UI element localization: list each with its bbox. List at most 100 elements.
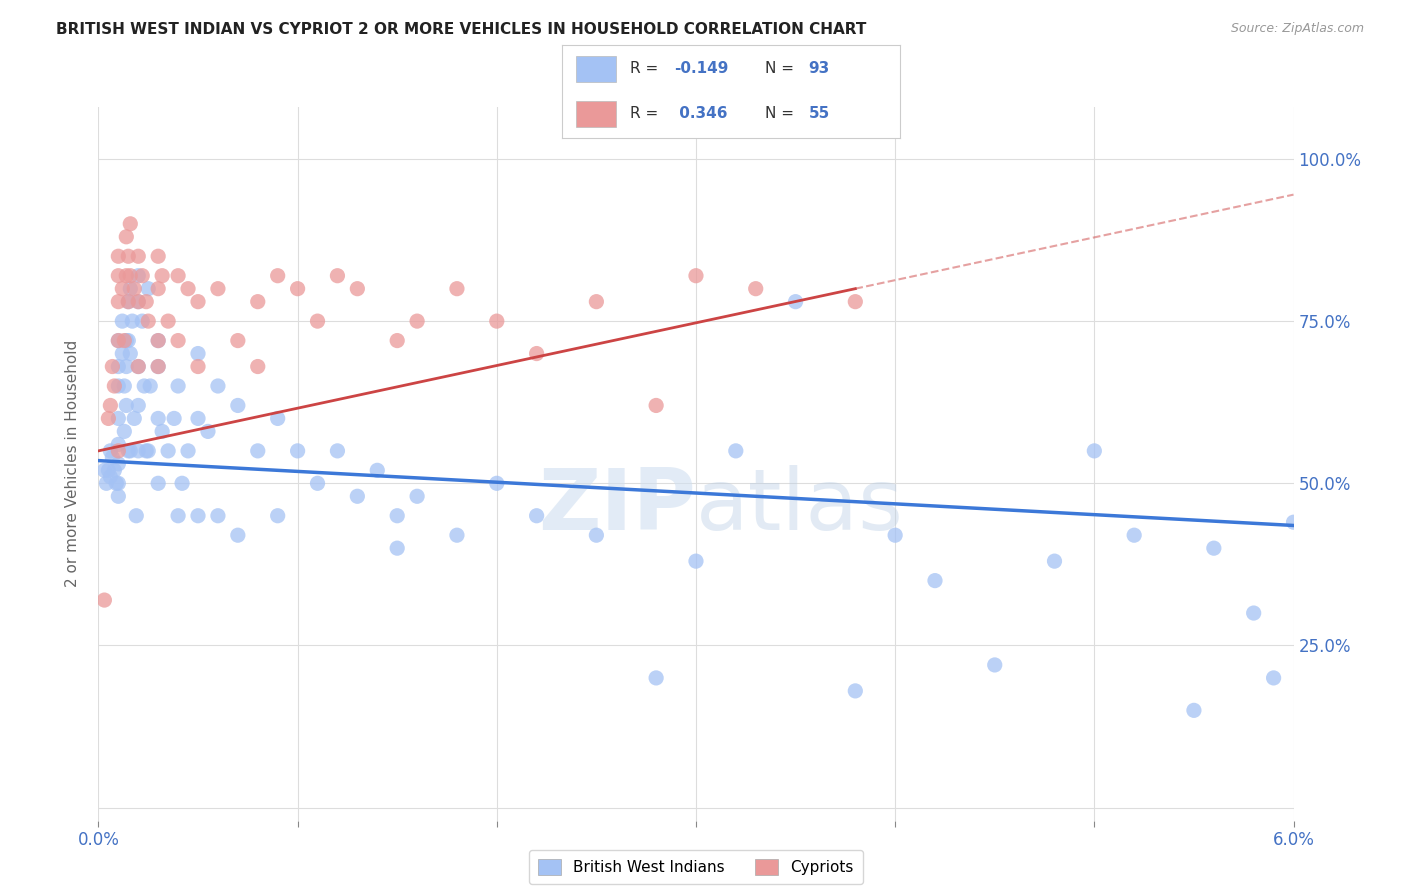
- Point: [984, 657, 1007, 672]
- Point: [172, 476, 194, 491]
- Point: [1263, 671, 1285, 685]
- Point: [107, 457, 129, 471]
- Point: [485, 476, 508, 491]
- Point: [117, 294, 139, 309]
- Point: [148, 411, 170, 425]
- Point: [1182, 703, 1205, 717]
- Point: [127, 294, 149, 309]
- Text: 0.346: 0.346: [673, 106, 727, 121]
- Point: [107, 443, 129, 458]
- Point: [207, 282, 229, 296]
- Point: [127, 399, 149, 413]
- Point: [157, 314, 180, 328]
- Point: [127, 249, 149, 263]
- Point: [148, 282, 170, 296]
- Point: [1243, 606, 1265, 620]
- Point: [246, 294, 269, 309]
- Text: Source: ZipAtlas.com: Source: ZipAtlas.com: [1230, 22, 1364, 36]
- Point: [103, 463, 125, 477]
- Point: [97, 463, 120, 477]
- Point: [385, 508, 409, 523]
- Text: -0.149: -0.149: [673, 62, 728, 77]
- Point: [685, 554, 707, 568]
- Point: [93, 463, 115, 477]
- Point: [136, 314, 159, 328]
- Point: [112, 379, 135, 393]
- Text: N =: N =: [765, 62, 799, 77]
- Point: [267, 411, 290, 425]
- Point: [111, 314, 134, 328]
- Point: [385, 334, 409, 348]
- Point: [127, 359, 149, 374]
- Point: [326, 268, 349, 283]
- Point: [785, 294, 807, 309]
- Point: [107, 359, 129, 374]
- Point: [226, 399, 249, 413]
- Point: [136, 443, 159, 458]
- Point: [107, 437, 129, 451]
- Point: [346, 282, 368, 296]
- Point: [485, 314, 508, 328]
- Point: [884, 528, 907, 542]
- Point: [111, 282, 134, 296]
- Point: [1043, 554, 1066, 568]
- Point: [366, 463, 388, 477]
- Point: [127, 443, 149, 458]
- Point: [107, 268, 129, 283]
- Text: 55: 55: [808, 106, 830, 121]
- Point: [101, 450, 124, 465]
- Point: [120, 443, 142, 458]
- Point: [246, 443, 269, 458]
- Point: [446, 528, 468, 542]
- Point: [167, 379, 190, 393]
- Point: [157, 443, 180, 458]
- Point: [124, 411, 146, 425]
- Point: [98, 443, 122, 458]
- Point: [585, 528, 607, 542]
- Point: [120, 217, 142, 231]
- Point: [127, 294, 149, 309]
- Point: [267, 268, 290, 283]
- Point: [177, 282, 200, 296]
- Text: R =: R =: [630, 106, 664, 121]
- Point: [585, 294, 607, 309]
- Point: [107, 489, 129, 503]
- Text: 93: 93: [808, 62, 830, 77]
- Point: [385, 541, 409, 556]
- Point: [103, 379, 125, 393]
- Point: [121, 314, 143, 328]
- Text: atlas: atlas: [696, 465, 904, 549]
- Point: [112, 334, 135, 348]
- Point: [117, 294, 139, 309]
- Point: [120, 282, 142, 296]
- Point: [135, 294, 157, 309]
- Point: [107, 249, 129, 263]
- Point: [287, 443, 309, 458]
- Point: [107, 294, 129, 309]
- Point: [112, 425, 135, 439]
- Point: [346, 489, 368, 503]
- Point: [115, 229, 138, 244]
- Point: [924, 574, 946, 588]
- Point: [187, 359, 209, 374]
- Point: [163, 411, 186, 425]
- Point: [197, 425, 219, 439]
- Point: [526, 508, 548, 523]
- Point: [148, 359, 170, 374]
- Point: [844, 684, 866, 698]
- Point: [187, 508, 209, 523]
- Point: [745, 282, 768, 296]
- Point: [98, 470, 122, 484]
- Point: [98, 399, 122, 413]
- Point: [187, 294, 209, 309]
- Text: ZIP: ZIP: [538, 465, 696, 549]
- Point: [307, 476, 329, 491]
- Point: [136, 282, 159, 296]
- Point: [724, 443, 747, 458]
- Point: [131, 314, 153, 328]
- Point: [120, 268, 142, 283]
- Y-axis label: 2 or more Vehicles in Household: 2 or more Vehicles in Household: [65, 340, 80, 588]
- Point: [1123, 528, 1146, 542]
- Point: [134, 379, 156, 393]
- Point: [177, 443, 200, 458]
